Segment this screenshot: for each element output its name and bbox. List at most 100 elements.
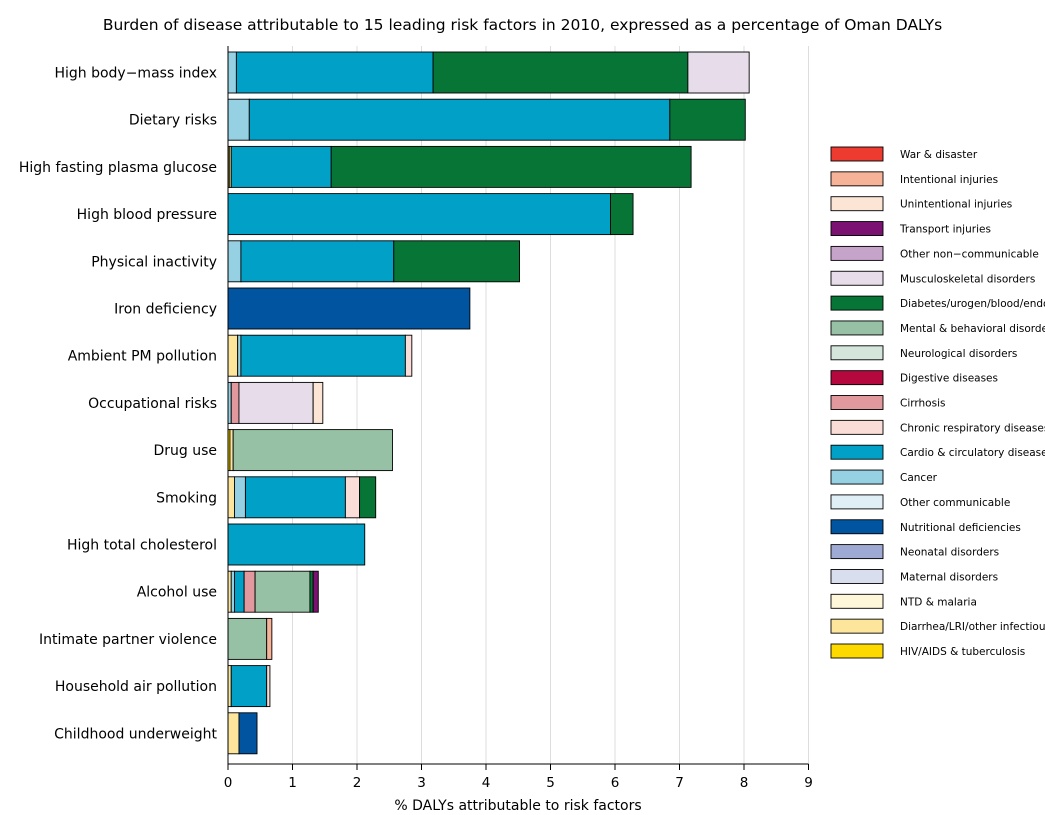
category-label: High total cholesterol <box>67 538 217 554</box>
x-tick-label: 1 <box>288 775 297 791</box>
legend-label: Digestive diseases <box>900 373 998 385</box>
category-label: High fasting plasma glucose <box>19 160 217 176</box>
bar-segment <box>238 712 258 755</box>
category-label: High blood pressure <box>77 207 217 223</box>
bar-segment <box>237 334 242 377</box>
legend-label: HIV/AIDS & tuberculosis <box>900 646 1025 658</box>
legend-swatch <box>830 345 884 361</box>
bar-segment <box>393 240 520 283</box>
legend-label: Cirrhosis <box>900 398 945 410</box>
legend-swatch <box>830 419 884 435</box>
bar-segment <box>230 570 235 613</box>
category-label: High body−mass index <box>54 66 217 82</box>
category-label: Drug use <box>153 443 217 459</box>
bar-segment <box>254 570 311 613</box>
legend-label: Diabetes/urogen/blood/endo <box>900 298 1045 310</box>
x-tick-label: 2 <box>353 775 362 791</box>
bar-segment <box>227 523 366 566</box>
legend-swatch <box>830 643 884 659</box>
legend-label: Unintentional injuries <box>900 199 1012 211</box>
legend-swatch <box>830 494 884 510</box>
bar-segment <box>266 617 273 660</box>
category-labels: High body−mass index Dietary risks High fa… <box>19 66 218 743</box>
bar-segment <box>233 570 245 613</box>
bar-segment <box>266 665 271 708</box>
bar-segment <box>233 476 246 519</box>
x-tick-label: 8 <box>740 775 749 791</box>
category-label: Occupational risks <box>88 396 217 412</box>
legend-label: Cardio & circulatory diseases <box>900 447 1045 459</box>
legend-label: Maternal disorders <box>900 571 998 583</box>
category-label: Intimate partner violence <box>39 632 217 648</box>
legend-label: Diarrhea/LRI/other infectious <box>900 621 1045 633</box>
x-tick-label: 5 <box>546 775 555 791</box>
category-label: Iron deficiency <box>114 302 217 318</box>
x-tick-label: 7 <box>675 775 684 791</box>
category-label: Household air pollution <box>55 679 217 695</box>
legend-label: Intentional injuries <box>900 174 998 186</box>
legend-label: NTD & malaria <box>900 596 977 608</box>
x-tick-label: 9 <box>804 775 813 791</box>
legend-swatch <box>830 569 884 584</box>
legend-label: Other communicable <box>900 497 1010 509</box>
legend-label: Other non−communicable <box>900 248 1039 260</box>
x-axis: 0 1 2 3 4 5 6 7 8 9 <box>224 46 813 791</box>
bar-segment <box>230 665 268 708</box>
bar-segment <box>432 51 689 94</box>
bar-segment <box>330 145 692 188</box>
legend-label: Neonatal disorders <box>900 547 999 559</box>
bar-segment <box>227 98 250 141</box>
bar-segment <box>227 51 237 94</box>
x-tick-label: 6 <box>611 775 620 791</box>
legend-swatch <box>830 171 884 187</box>
category-label: Physical inactivity <box>91 254 217 270</box>
legend-swatch <box>830 519 884 535</box>
legend-swatch <box>830 146 884 162</box>
x-axis-title: % DALYs attributable to risk factors <box>394 798 641 814</box>
category-label: Dietary risks <box>129 113 217 129</box>
bar-segment <box>687 51 750 94</box>
legend-swatch <box>830 544 884 560</box>
bar-segment <box>312 570 319 613</box>
category-label: Smoking <box>156 490 217 506</box>
legend-label: Cancer <box>900 472 938 484</box>
legend-label: Nutritional deficiencies <box>900 522 1021 534</box>
bar-segment <box>227 617 268 660</box>
bar-segment <box>229 429 234 472</box>
x-tick-label: 0 <box>224 775 233 791</box>
legend-swatch <box>830 395 884 410</box>
legend-swatch <box>830 196 884 212</box>
bar-segment <box>227 476 235 519</box>
bar-segment <box>244 476 346 519</box>
bar-segment <box>240 334 406 377</box>
legend-label: War & disaster <box>900 149 978 161</box>
bar-segment <box>248 98 671 141</box>
bar-segment <box>240 240 395 283</box>
bar-segment <box>235 51 434 94</box>
bar-segment <box>359 476 377 519</box>
bar-segment <box>227 287 471 330</box>
legend-swatch <box>830 618 884 634</box>
category-label: Childhood underweight <box>54 726 217 742</box>
legend-swatch <box>830 245 884 261</box>
legend-swatch <box>830 444 884 460</box>
category-label: Alcohol use <box>137 585 217 601</box>
legend-label: Mental & behavioral disorders <box>900 323 1045 335</box>
legend-swatch <box>830 320 884 336</box>
x-tick-label: 4 <box>482 775 491 791</box>
bar-segment <box>309 570 314 613</box>
legend-label: Transport injuries <box>899 224 991 236</box>
legend-swatch <box>830 295 884 311</box>
legend-swatch <box>830 370 884 386</box>
x-tick-label: 3 <box>417 775 426 791</box>
bar-segment <box>243 570 256 613</box>
bar-segment <box>610 193 634 236</box>
legend-swatch <box>830 270 884 286</box>
bar-segment <box>344 476 361 519</box>
legend-label: Musculoskeletal disorders <box>900 273 1035 285</box>
bar-segment <box>312 381 324 424</box>
bar-segment <box>227 712 240 755</box>
bars <box>227 51 750 755</box>
legend: War & disaster Intentional injuries Uninte… <box>830 146 1045 659</box>
